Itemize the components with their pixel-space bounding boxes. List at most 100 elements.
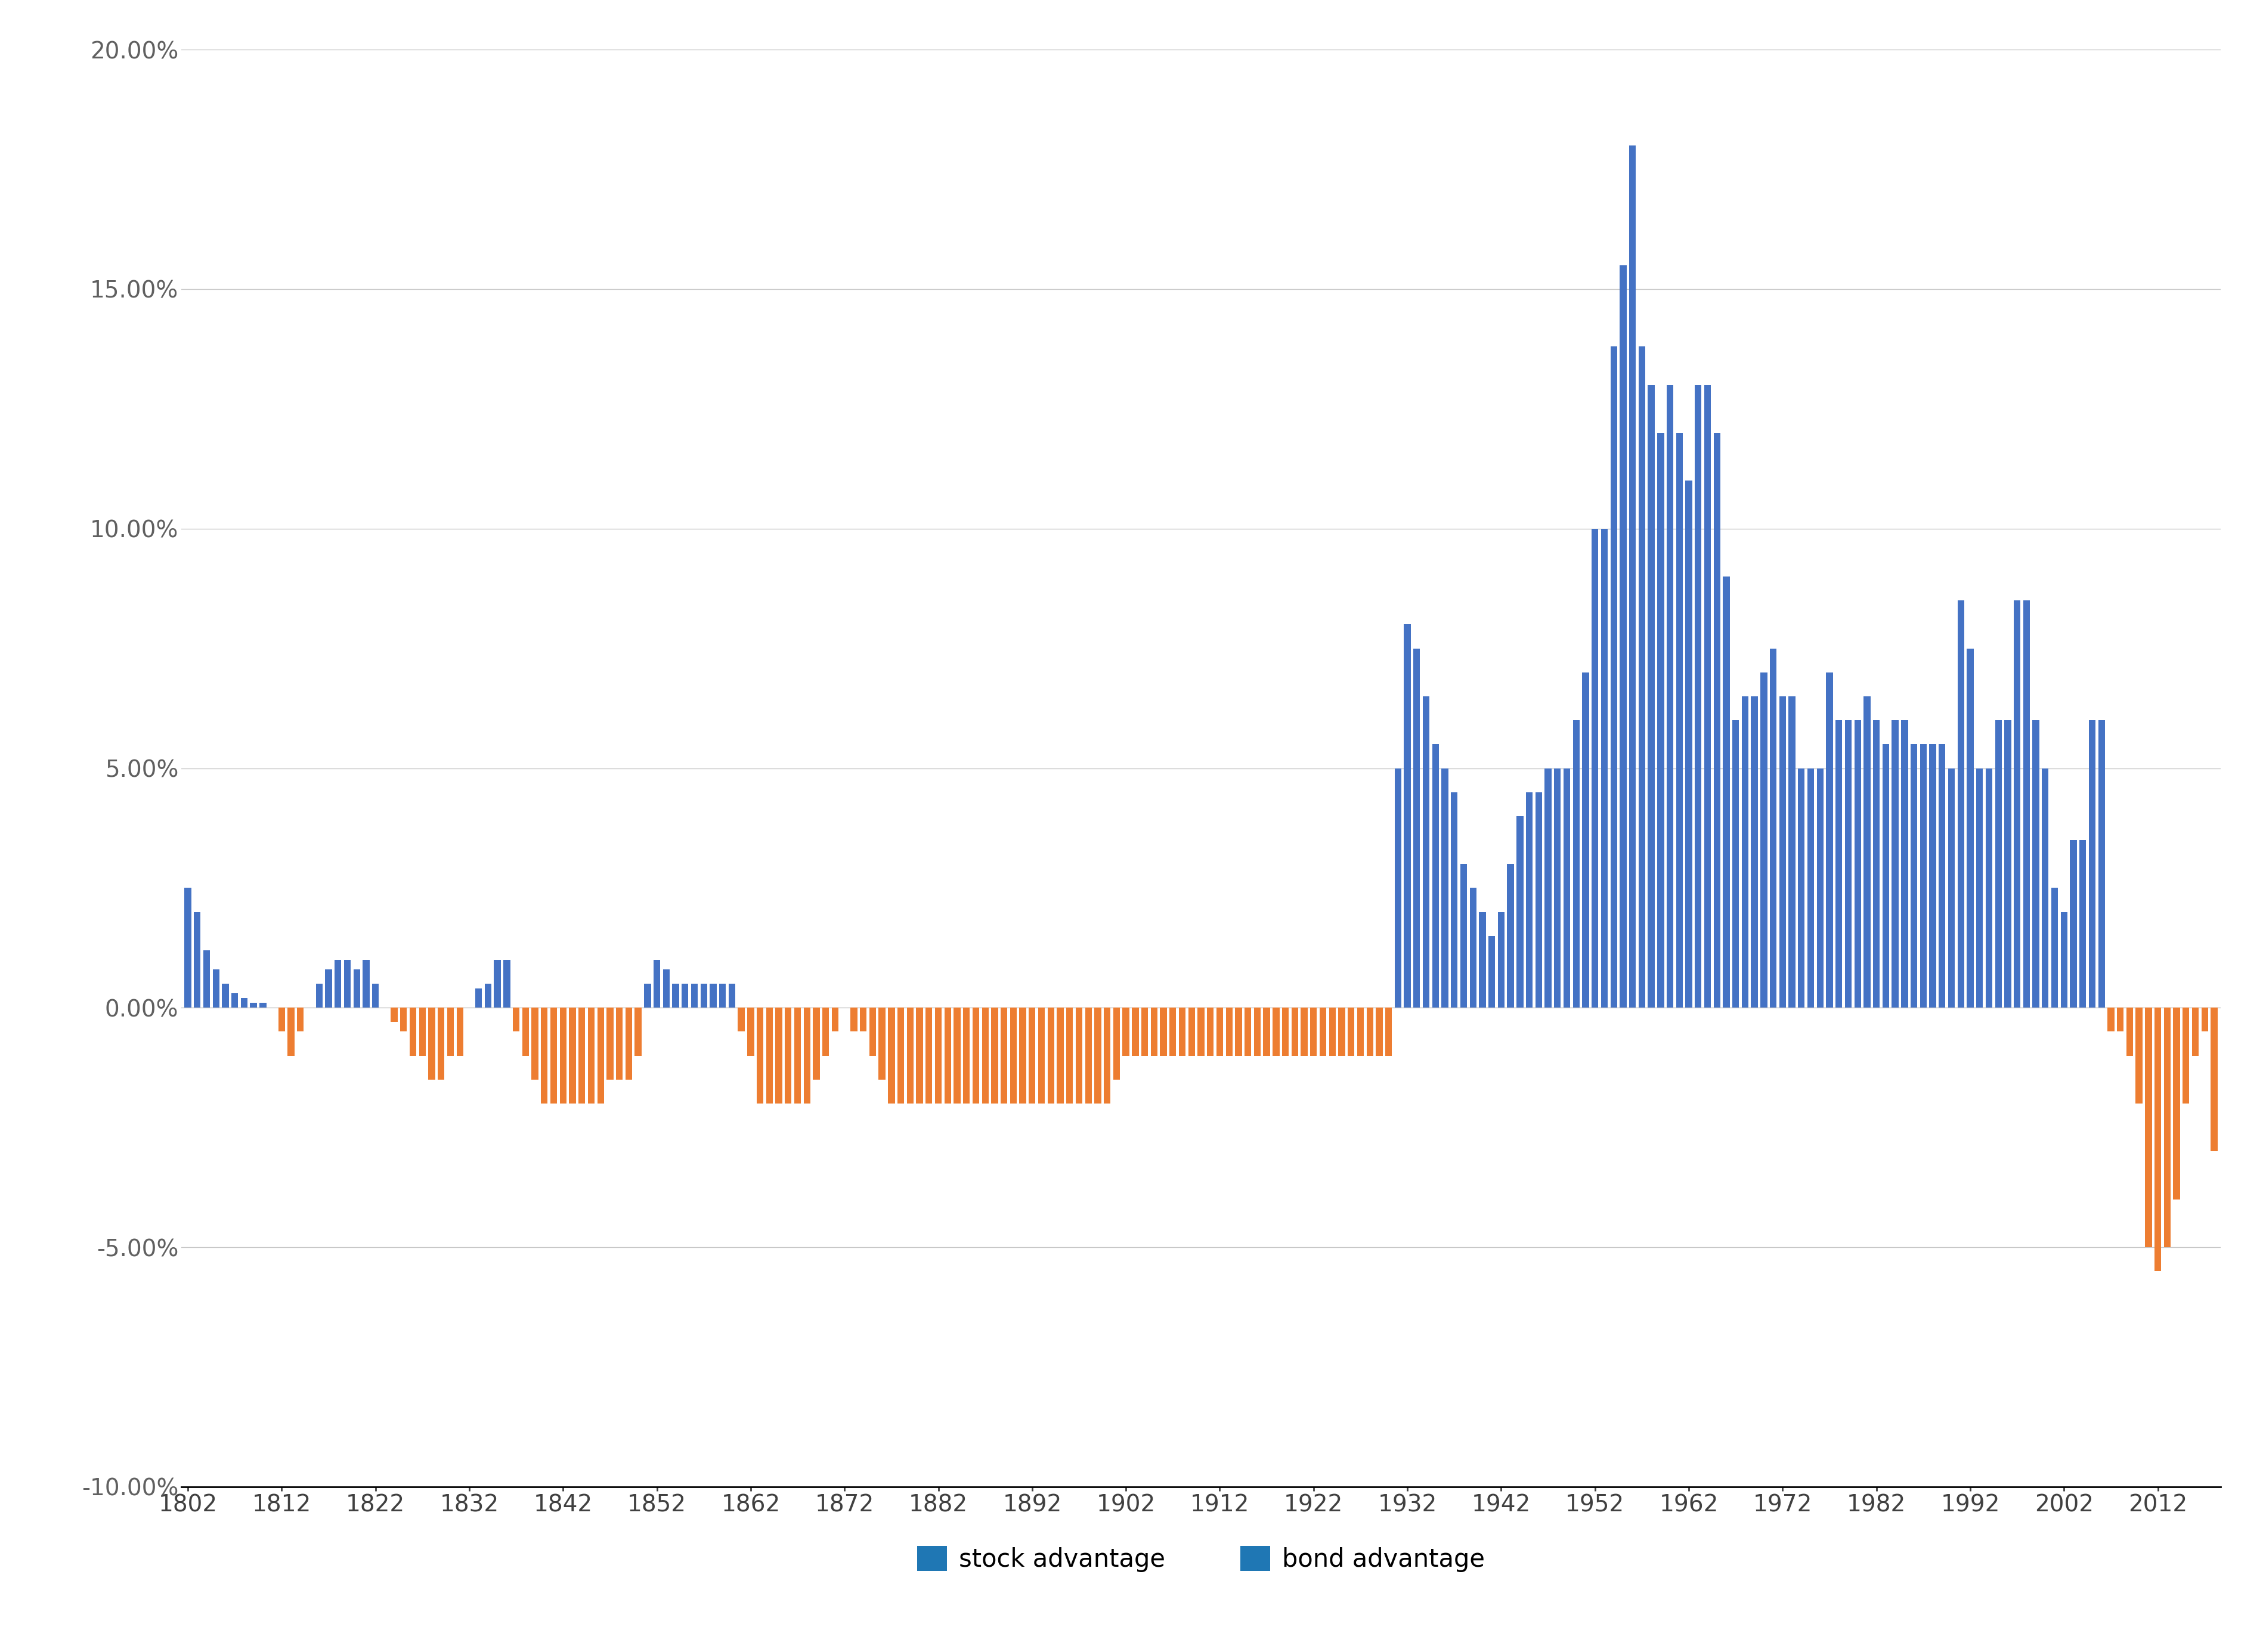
Bar [2191, 1008, 2198, 1056]
Bar [906, 1008, 913, 1104]
Bar [1994, 720, 2001, 1008]
Bar [1638, 347, 1645, 1008]
Bar [718, 985, 725, 1008]
Bar [700, 985, 707, 1008]
Bar [1883, 745, 1890, 1008]
Bar [279, 1008, 286, 1031]
Bar [1704, 385, 1711, 1008]
Bar [1020, 1008, 1026, 1104]
Bar [1459, 864, 1466, 1008]
Bar [823, 1008, 829, 1056]
Bar [1262, 1008, 1269, 1056]
Bar [1892, 720, 1899, 1008]
Bar [2212, 1008, 2218, 1151]
Bar [372, 985, 378, 1008]
Bar [1686, 481, 1693, 1008]
Bar [1910, 745, 1917, 1008]
Bar [1770, 649, 1777, 1008]
Bar [1919, 745, 1926, 1008]
Bar [363, 960, 369, 1008]
Bar [1471, 889, 1477, 1008]
Bar [503, 960, 510, 1008]
Bar [1160, 1008, 1167, 1056]
Bar [2182, 1008, 2189, 1104]
Bar [419, 1008, 426, 1056]
Bar [1525, 793, 1532, 1008]
Bar [1545, 768, 1552, 1008]
Bar [897, 1008, 904, 1104]
Bar [1940, 745, 1946, 1008]
Bar [1244, 1008, 1251, 1056]
Bar [1414, 649, 1421, 1008]
Bar [1611, 347, 1618, 1008]
Bar [578, 1008, 585, 1104]
Bar [1104, 1008, 1110, 1104]
Bar [2089, 720, 2096, 1008]
Bar [390, 1008, 397, 1023]
Bar [1187, 1008, 1194, 1056]
Bar [1752, 697, 1758, 1008]
Bar [1808, 768, 1815, 1008]
Bar [1985, 768, 1992, 1008]
Bar [240, 998, 247, 1008]
Bar [1283, 1008, 1289, 1056]
Bar [653, 960, 659, 1008]
Bar [1002, 1008, 1008, 1104]
Bar [1292, 1008, 1298, 1056]
Bar [1498, 912, 1505, 1008]
Bar [249, 1003, 256, 1008]
Bar [2107, 1008, 2114, 1031]
Bar [1169, 1008, 1176, 1056]
Bar [437, 1008, 444, 1080]
Bar [775, 1008, 782, 1104]
Bar [261, 1003, 267, 1008]
Bar [1901, 720, 1908, 1008]
Bar [2116, 1008, 2123, 1031]
Bar [1797, 768, 1804, 1008]
Bar [1339, 1008, 1346, 1056]
Bar [1133, 1008, 1140, 1056]
Bar [813, 1008, 820, 1080]
Bar [222, 985, 229, 1008]
Bar [485, 985, 492, 1008]
Bar [1226, 1008, 1233, 1056]
Bar [2146, 1008, 2153, 1247]
Bar [2060, 912, 2067, 1008]
Bar [1863, 697, 1869, 1008]
Bar [1432, 745, 1439, 1008]
Bar [793, 1008, 800, 1104]
Bar [587, 1008, 594, 1104]
Bar [1835, 720, 1842, 1008]
Bar [972, 1008, 979, 1104]
Bar [2126, 1008, 2132, 1056]
Bar [915, 1008, 922, 1104]
Bar [288, 1008, 295, 1056]
Bar [748, 1008, 755, 1056]
Bar [634, 1008, 641, 1056]
Bar [1949, 768, 1956, 1008]
Bar [1874, 720, 1881, 1008]
Bar [1677, 433, 1684, 1008]
Bar [1647, 385, 1654, 1008]
Bar [766, 1008, 773, 1104]
Bar [1235, 1008, 1242, 1056]
Bar [859, 1008, 866, 1031]
Bar [1122, 1008, 1128, 1056]
Bar [682, 985, 689, 1008]
Bar [494, 960, 501, 1008]
Bar [925, 1008, 931, 1104]
Bar [625, 1008, 632, 1080]
Bar [616, 1008, 623, 1080]
Bar [832, 1008, 838, 1031]
Bar [1273, 1008, 1280, 1056]
Bar [560, 1008, 566, 1104]
Bar [804, 1008, 811, 1104]
Bar [1450, 793, 1457, 1008]
Bar [1788, 697, 1795, 1008]
Bar [1441, 768, 1448, 1008]
Bar [512, 1008, 519, 1031]
Bar [1405, 624, 1412, 1008]
Bar [673, 985, 680, 1008]
Bar [607, 1008, 614, 1080]
Bar [204, 950, 211, 1008]
